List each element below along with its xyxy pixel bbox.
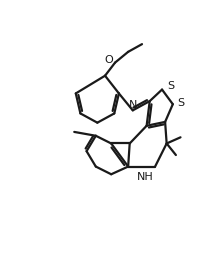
Text: O: O (104, 54, 113, 64)
Text: NH: NH (137, 172, 154, 182)
Text: N: N (128, 100, 137, 110)
Text: S: S (167, 81, 174, 91)
Text: S: S (177, 98, 185, 108)
